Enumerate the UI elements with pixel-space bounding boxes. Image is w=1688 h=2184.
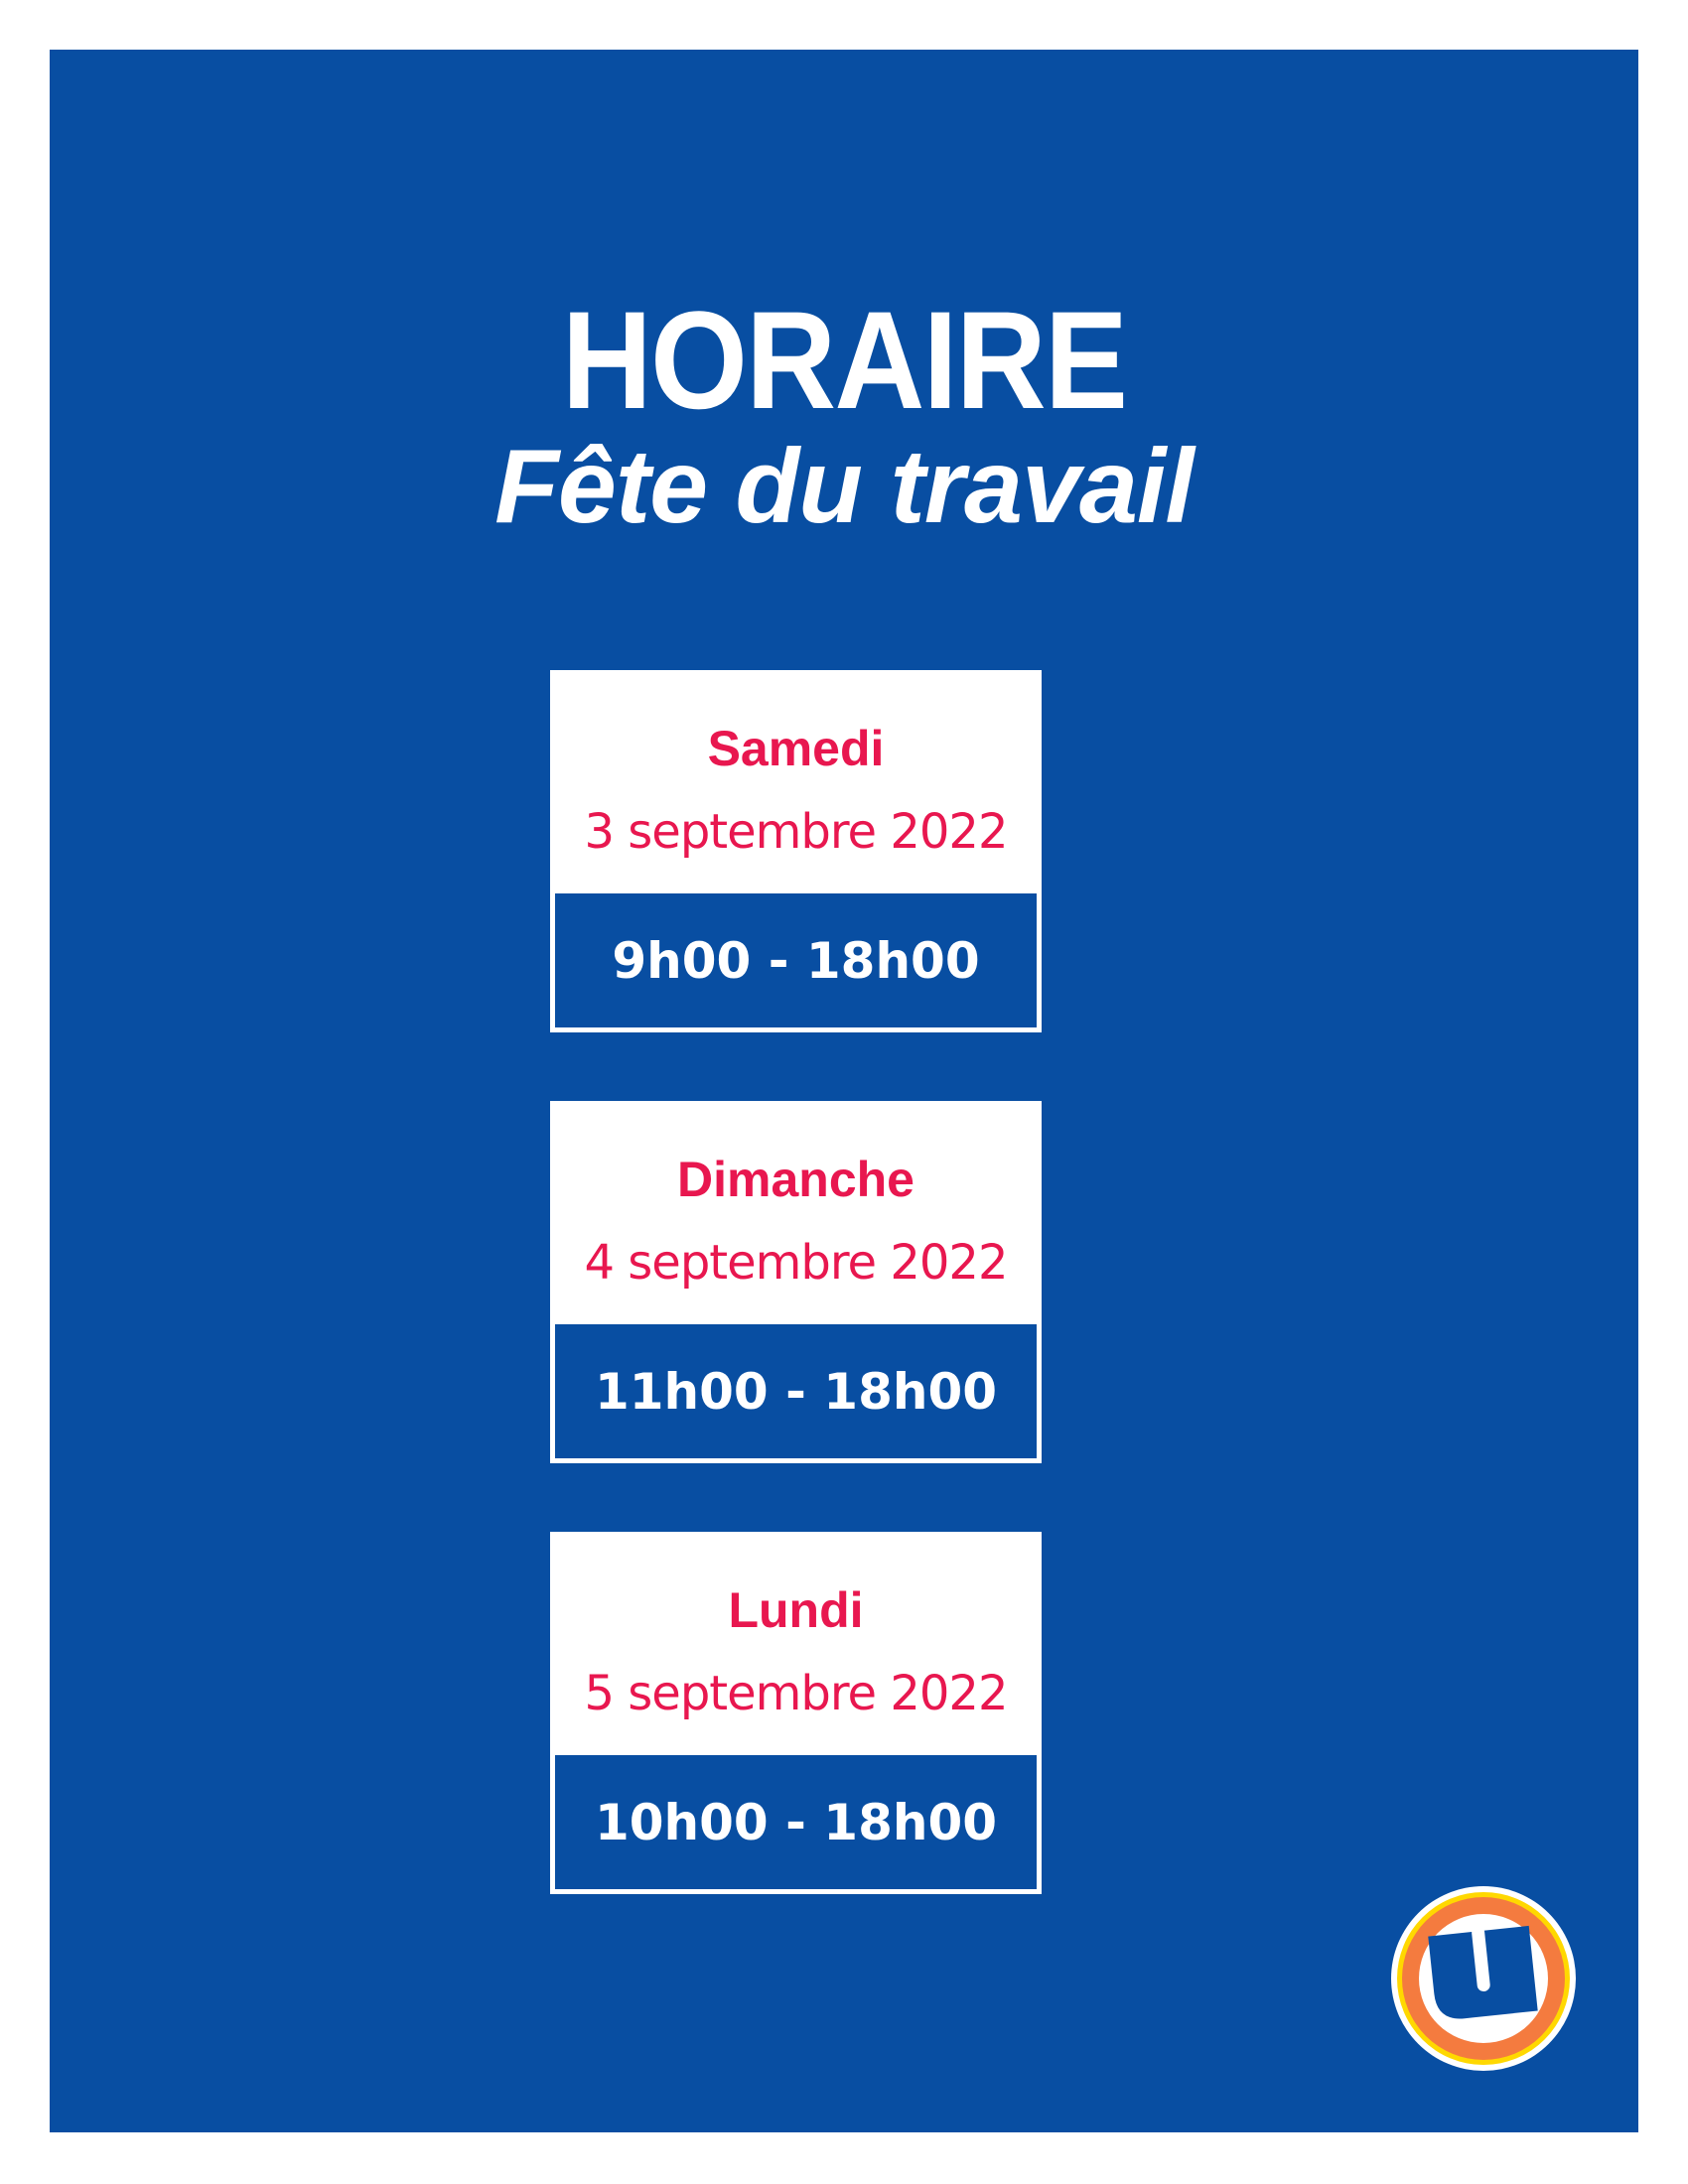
page-subtitle: Fête du travail <box>494 428 1195 545</box>
opening-hours: 10h00 - 18h00 <box>555 1755 1037 1889</box>
day-name: Dimanche <box>677 1152 914 1207</box>
day-name: Lundi <box>728 1582 864 1638</box>
opening-hours: 9h00 - 18h00 <box>555 893 1037 1027</box>
schedule-card-sunday: Dimanche 4 septembre 2022 11h00 - 18h00 <box>550 1101 1042 1463</box>
day-date: 3 septembre 2022 <box>584 804 1008 860</box>
opening-hours: 11h00 - 18h00 <box>555 1324 1037 1458</box>
schedule-card-saturday: Samedi 3 septembre 2022 9h00 - 18h00 <box>550 670 1042 1032</box>
day-date: 4 septembre 2022 <box>584 1235 1008 1291</box>
brand-logo-icon <box>1391 1886 1576 2071</box>
day-name: Samedi <box>707 721 885 776</box>
day-date: 5 septembre 2022 <box>584 1666 1008 1721</box>
page-title: HORAIRE <box>561 282 1128 438</box>
schedule-card-monday: Lundi 5 septembre 2022 10h00 - 18h00 <box>550 1532 1042 1894</box>
